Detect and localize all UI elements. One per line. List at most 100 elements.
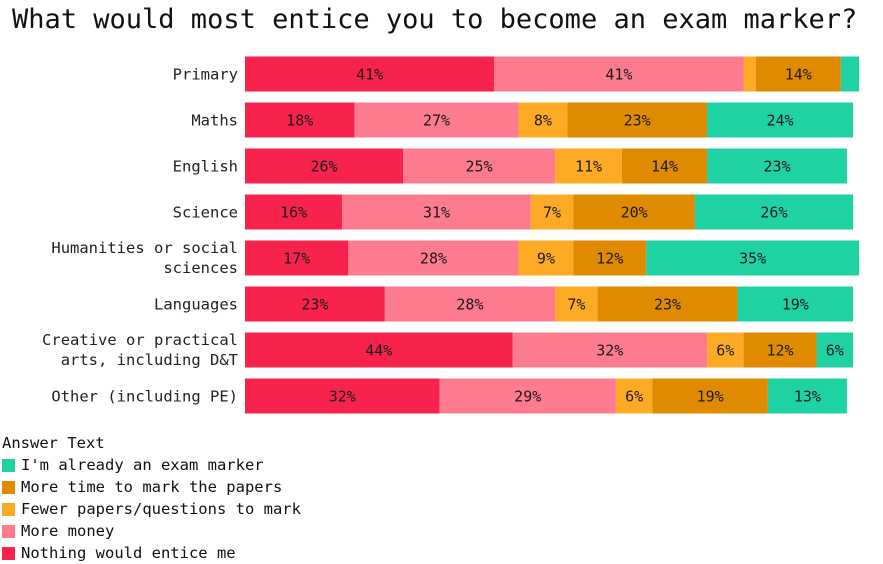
data-label: 7% xyxy=(543,204,561,222)
bar-segment xyxy=(530,194,574,230)
data-label: 16% xyxy=(280,204,307,222)
category-label-line: Primary xyxy=(173,66,238,84)
bar-segment xyxy=(597,286,738,322)
data-label: 25% xyxy=(466,158,493,176)
data-label: 24% xyxy=(766,112,793,130)
data-label: 12% xyxy=(596,250,623,268)
data-label: 26% xyxy=(760,204,787,222)
bar-segment xyxy=(384,286,556,322)
bar-segment xyxy=(245,240,349,276)
category-label-line: Creative or practical xyxy=(42,331,238,349)
data-label: 29% xyxy=(514,388,541,406)
legend-item[interactable]: I'm already an exam marker xyxy=(2,454,301,476)
data-label: 12% xyxy=(766,342,793,360)
bar-segment xyxy=(518,240,574,276)
data-label: 23% xyxy=(624,112,651,130)
legend-label: Nothing would entice me xyxy=(21,544,236,562)
category-label: Science xyxy=(173,204,238,222)
bar-segment xyxy=(743,56,756,92)
category-label: Languages xyxy=(154,296,238,314)
bar-segment xyxy=(767,378,847,414)
stacked-bar-chart: Primary 41% 41% 14% Maths 18% 27% 8% 23% 24% Engli… xyxy=(42,56,860,414)
data-label: 41% xyxy=(605,66,632,84)
legend-label: More time to mark the papers xyxy=(21,478,283,496)
category-label: Maths xyxy=(191,112,238,130)
bar-segment xyxy=(737,286,853,322)
bar-segment xyxy=(512,332,708,368)
legend-title: Answer Text xyxy=(2,434,105,452)
bar-segment xyxy=(621,148,708,184)
data-label: 7% xyxy=(567,296,585,314)
data-label: 13% xyxy=(794,388,821,406)
bar-segment xyxy=(555,286,598,322)
bar-segment xyxy=(816,332,853,368)
bar-segment xyxy=(245,286,385,322)
category-label: English xyxy=(173,158,238,176)
legend-item[interactable]: Nothing would entice me xyxy=(2,542,301,564)
data-label: 14% xyxy=(651,158,678,176)
bar-segment xyxy=(646,240,860,276)
data-label: 9% xyxy=(537,250,555,268)
category-label-line: Languages xyxy=(154,296,238,314)
bar-segment xyxy=(694,194,853,230)
data-label: 6% xyxy=(625,388,643,406)
bar-segment xyxy=(245,194,343,230)
bar-segment xyxy=(245,56,495,92)
legend-item[interactable]: More time to mark the papers xyxy=(2,476,301,498)
data-label: 23% xyxy=(654,296,681,314)
bar-segment xyxy=(707,332,744,368)
data-label: 18% xyxy=(286,112,313,130)
data-label: 19% xyxy=(782,296,809,314)
legend-swatch xyxy=(2,458,15,472)
data-label: 27% xyxy=(423,112,450,130)
category-label-line: Other (including PE) xyxy=(51,388,238,406)
category-label-line: Maths xyxy=(191,112,238,130)
data-label: 31% xyxy=(423,204,450,222)
category-label-line: arts, including D&T xyxy=(61,351,238,369)
data-label: 41% xyxy=(356,66,383,84)
bar-segment xyxy=(348,240,519,276)
bar-segment xyxy=(354,102,519,138)
category-label: Other (including PE) xyxy=(51,388,238,406)
bar-segment xyxy=(555,148,622,184)
category-label-line: sciences xyxy=(163,259,238,277)
category-label: Creative or practical arts, including D&T xyxy=(42,331,238,369)
bar-segment xyxy=(615,378,653,414)
legend-label: I'm already an exam marker xyxy=(21,456,264,474)
legend-item[interactable]: Fewer papers/questions to mark xyxy=(2,498,301,520)
legend-label: More money xyxy=(21,522,115,540)
chart-title: What would most entice you to become an … xyxy=(12,4,858,35)
data-label: 20% xyxy=(621,204,648,222)
bar-segment xyxy=(707,102,853,138)
bar-segment xyxy=(245,102,355,138)
data-label: 6% xyxy=(826,342,844,360)
legend: Answer Text I'm already an exam marker Mo… xyxy=(2,432,301,564)
bar-segment xyxy=(245,332,513,368)
data-label: 28% xyxy=(456,296,483,314)
data-label: 23% xyxy=(763,158,790,176)
legend-swatch xyxy=(2,502,15,516)
legend-swatch xyxy=(2,524,15,538)
data-label: 14% xyxy=(785,66,812,84)
bar-segment xyxy=(652,378,768,414)
data-label: 6% xyxy=(716,342,734,360)
category-label-line: English xyxy=(173,158,238,176)
bar-segment xyxy=(567,102,708,138)
data-label: 35% xyxy=(739,250,766,268)
data-label: 28% xyxy=(420,250,447,268)
data-label: 11% xyxy=(575,158,602,176)
data-label: 19% xyxy=(697,388,724,406)
data-label: 17% xyxy=(283,250,310,268)
category-label-line: Humanities or social xyxy=(51,239,238,257)
legend-item[interactable]: More money xyxy=(2,520,301,542)
data-label: 23% xyxy=(301,296,328,314)
category-label: Primary xyxy=(173,66,238,84)
bar-segment xyxy=(707,148,847,184)
bar-segment xyxy=(403,148,556,184)
legend-label: Fewer papers/questions to mark xyxy=(21,500,301,518)
bar-segment xyxy=(439,378,616,414)
bar-segment xyxy=(573,194,695,230)
data-label: 32% xyxy=(329,388,356,406)
bar-segment xyxy=(342,194,531,230)
bar-segment xyxy=(743,332,817,368)
